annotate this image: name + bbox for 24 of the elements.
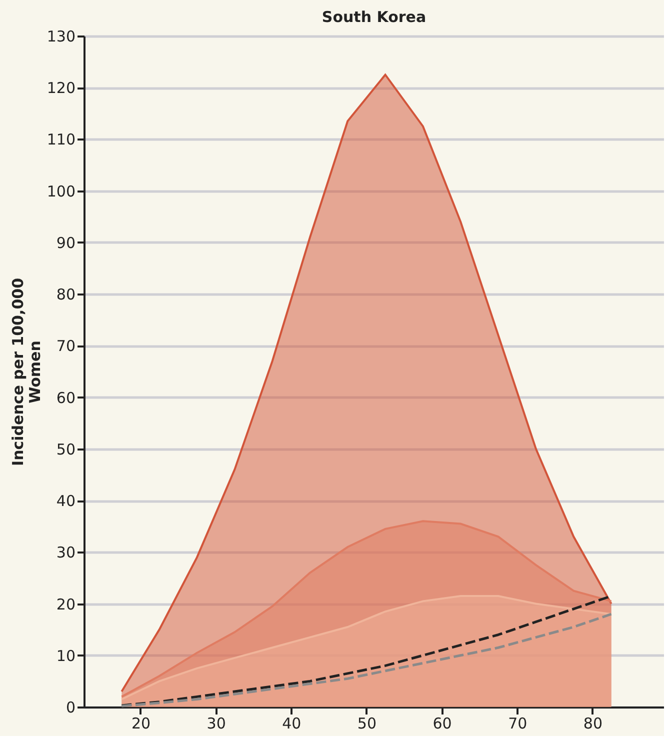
y-tick-label: 90 <box>56 234 76 252</box>
y-tick-label: 130 <box>46 28 76 46</box>
y-tick-label: 20 <box>56 595 76 614</box>
line-series <box>120 612 613 708</box>
y-tick-label: 110 <box>46 130 76 149</box>
y-tick-label: 70 <box>56 337 76 356</box>
x-tick-label: 50 <box>357 714 377 732</box>
y-tick-label: 40 <box>56 492 76 510</box>
chart-title: South Korea <box>322 8 426 26</box>
x-tick-label: 20 <box>131 714 151 732</box>
y-tick-label: 30 <box>56 544 76 562</box>
x-tick-label: 40 <box>282 714 302 732</box>
y-tick-label: 100 <box>46 182 76 200</box>
y-tick-label: 10 <box>56 646 76 665</box>
x-tick-label: 70 <box>508 714 528 732</box>
x-tick-label: 60 <box>432 714 452 732</box>
x-tick-label: 80 <box>583 714 602 732</box>
y-axis-title: Incidence per 100,000 Women <box>8 278 44 466</box>
y-tick-label: 60 <box>56 388 76 407</box>
y-tick-label: 120 <box>46 79 76 98</box>
x-tick-label: 30 <box>206 714 226 732</box>
y-tick-label: 0 <box>66 698 76 716</box>
y-tick-label: 80 <box>56 286 76 304</box>
y-tick-label: 50 <box>56 440 76 458</box>
